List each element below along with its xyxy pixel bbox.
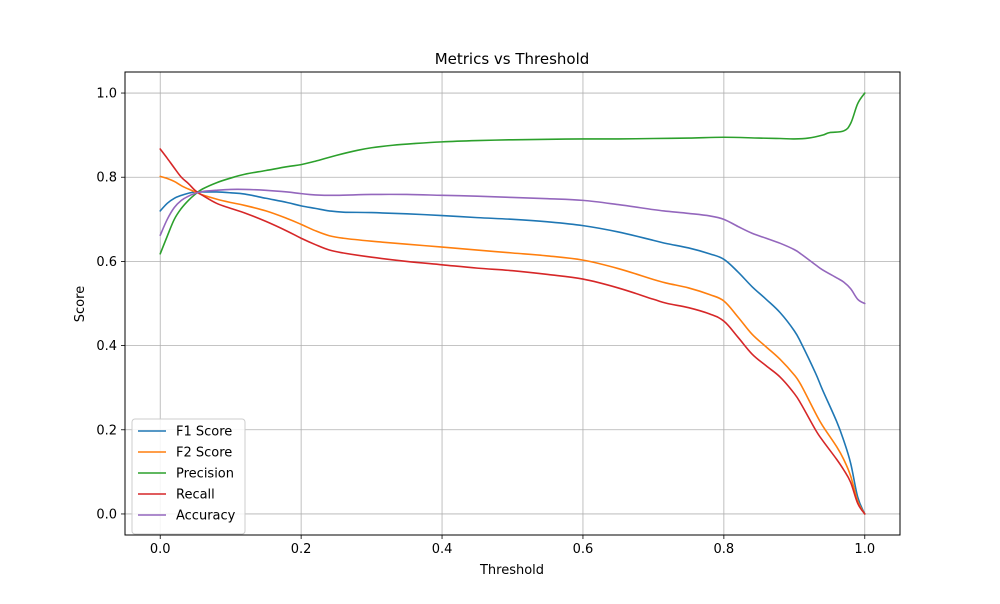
y-tick-label-5: 1.0 bbox=[96, 87, 117, 102]
y-axis-label: Score bbox=[73, 286, 88, 322]
series-line-precision bbox=[159, 92, 866, 255]
x-axis-label: Threshold bbox=[479, 563, 544, 578]
y-tick-label-1: 0.2 bbox=[96, 423, 117, 438]
chart-title: Metrics vs Threshold bbox=[435, 50, 590, 68]
y-tick-label-0: 0.0 bbox=[96, 507, 117, 522]
series-line-f2-score bbox=[159, 175, 866, 515]
grid-lines bbox=[125, 72, 900, 535]
x-tick-label-4: 0.8 bbox=[714, 542, 735, 557]
axis-ticks: 0.0 0.2 0.4 0.6 0.8 1.0 0.0 0.2 0.4 0.6 0.8 1.0 bbox=[96, 87, 875, 557]
x-tick-label-5: 1.0 bbox=[854, 542, 875, 557]
series-line-recall bbox=[159, 148, 866, 515]
legend-label-recall: Recall bbox=[176, 488, 215, 503]
legend-box bbox=[131, 418, 246, 535]
x-tick-label-1: 0.2 bbox=[291, 542, 312, 557]
x-tick-label-0: 0.0 bbox=[150, 542, 171, 557]
y-tick-label-4: 0.8 bbox=[96, 171, 117, 186]
legend: F1 Score F2 Score Precision Recall Accuracy bbox=[131, 418, 246, 535]
series-line-accuracy bbox=[159, 188, 866, 305]
x-tick-label-2: 0.4 bbox=[432, 542, 453, 557]
legend-label-f2-score: F2 Score bbox=[176, 446, 232, 461]
series-line-f1-score bbox=[159, 191, 866, 515]
plot-frame bbox=[124, 71, 901, 536]
y-tick-label-2: 0.4 bbox=[96, 339, 117, 354]
x-tick-label-3: 0.6 bbox=[573, 542, 594, 557]
legend-label-precision: Precision bbox=[176, 467, 234, 482]
legend-label-f1-score: F1 Score bbox=[176, 425, 232, 440]
plot-lines bbox=[159, 92, 866, 515]
legend-label-accuracy: Accuracy bbox=[176, 509, 236, 524]
y-tick-label-3: 0.6 bbox=[96, 255, 117, 270]
